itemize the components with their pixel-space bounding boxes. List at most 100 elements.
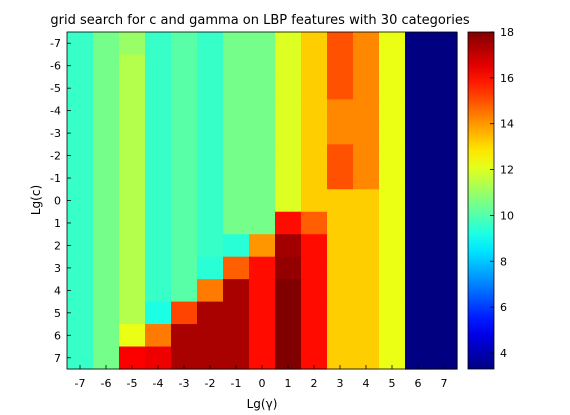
heatmap-cell [223,144,250,168]
heatmap-cell [405,324,432,348]
heatmap-cell [119,279,146,303]
heatmap-cell [197,211,224,235]
heatmap-cell [405,121,432,145]
heatmap-cell [431,301,458,325]
heatmap-cell [275,166,302,190]
heatmap-cell [431,144,458,168]
heatmap-cell [93,76,120,100]
heatmap-cell [301,256,328,280]
heatmap-cell [171,54,198,78]
heatmap-cell [327,189,354,213]
heatmap-cell [405,99,432,123]
heatmap-cell [223,189,250,213]
heatmap-cell [327,346,354,370]
heatmap-cell [275,189,302,213]
heatmap-cell [171,144,198,168]
heatmap-cell [405,234,432,258]
heatmap-cell [93,99,120,123]
heatmap-cell [405,301,432,325]
heatmap-cell [353,32,380,56]
x-tick-label: 7 [441,377,448,390]
heatmap-cell [379,256,406,280]
heatmap-cell [301,99,328,123]
x-axis-ticks: -7 -6 -5 -4 -3 -2 -1 0 1 2 3 4 5 6 7 [75,365,448,390]
heatmap-cell [145,256,172,280]
y-tick-label: 0 [54,195,61,208]
heatmap-cell [93,121,120,145]
heatmap-cell [275,99,302,123]
y-tick-label: -7 [50,37,61,50]
x-tick-label: 1 [285,377,292,390]
heatmap-cell [379,54,406,78]
y-tick-label: 3 [54,262,61,275]
x-tick-label: 3 [337,377,344,390]
heatmap-cell [249,144,276,168]
heatmap-cell [431,76,458,100]
heatmap-cell [379,211,406,235]
heatmap-cell [275,346,302,370]
x-tick-label: 5 [389,377,396,390]
heatmap-cell [431,189,458,213]
heatmap-cell [171,32,198,56]
colorbar-tick-label: 6 [500,301,507,314]
heatmap-cell [171,324,198,348]
heatmap-cell [93,234,120,258]
heatmap-cell [171,234,198,258]
colorbar-tick-label: 4 [500,347,507,360]
heatmap-cell [275,144,302,168]
heatmap-cell [197,189,224,213]
heatmap-cell [379,324,406,348]
heatmap-cell [93,279,120,303]
heatmap-cell [353,324,380,348]
heatmap-cell [197,99,224,123]
y-axis-label: Lg(c) [29,185,43,215]
heatmap-cell [119,166,146,190]
heatmap-cell [223,279,250,303]
heatmap-cell [275,76,302,100]
x-tick-label: -5 [127,377,138,390]
heatmap-cell [301,189,328,213]
heatmap-cell [171,76,198,100]
heatmap-cell [405,211,432,235]
heatmap-cell [223,32,250,56]
heatmap-cell [301,121,328,145]
heatmap-cell [275,234,302,258]
heatmap-cell [197,121,224,145]
heatmap-cell [249,54,276,78]
heatmap-cell [327,324,354,348]
heatmap-cell [353,99,380,123]
heatmap-cell [249,189,276,213]
heatmap-cell [145,189,172,213]
heatmap-cell [301,324,328,348]
colorbar-tick-label: 10 [500,209,514,222]
x-tick-label: -7 [75,377,86,390]
heatmap-cells [67,32,458,370]
x-tick-label: -3 [179,377,190,390]
heatmap-cell [223,99,250,123]
heatmap-cell [67,189,94,213]
heatmap-cell [327,76,354,100]
heatmap-cell [223,346,250,370]
heatmap-cell [197,54,224,78]
heatmap-cell [145,99,172,123]
colorbar-tick-label: 18 [500,26,514,39]
heatmap-cell [275,121,302,145]
heatmap-cell [119,76,146,100]
heatmap-cell [353,346,380,370]
heatmap-cell [379,346,406,370]
heatmap-cell [431,279,458,303]
heatmap-cell [197,256,224,280]
heatmap-cell [119,211,146,235]
heatmap-cell [275,32,302,56]
y-axis-ticks: -7 -6 -5 -4 -3 -2 -1 0 1 2 3 4 5 6 7 [50,37,71,365]
x-tick-label: 4 [363,377,370,390]
heatmap-cell [223,211,250,235]
colorbar [467,31,495,370]
heatmap-cell [327,54,354,78]
heatmap-cell [93,346,120,370]
heatmap-cell [145,144,172,168]
heatmap-cell [431,324,458,348]
heatmap-cell [379,76,406,100]
heatmap-cell [301,279,328,303]
